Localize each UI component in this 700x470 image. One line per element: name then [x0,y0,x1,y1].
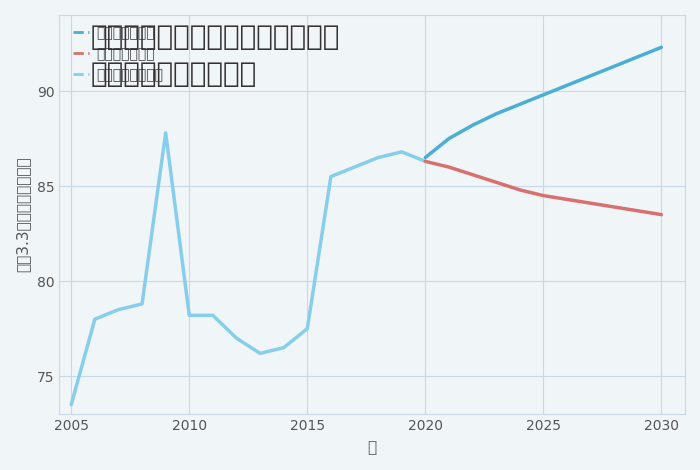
バッドシナリオ [468,172,477,178]
バッドシナリオ [610,204,618,210]
ノーマルシナリオ [90,316,99,322]
ノーマルシナリオ [67,402,76,407]
ノーマルシナリオ [327,174,335,180]
Line: ノーマルシナリオ: ノーマルシナリオ [71,133,426,405]
ノーマルシナリオ [350,164,358,170]
グッドシナリオ [468,122,477,128]
バッドシナリオ [421,158,430,164]
グッドシナリオ [516,102,524,107]
ノーマルシナリオ [232,335,241,341]
ノーマルシナリオ [162,130,170,136]
バッドシナリオ [539,193,547,198]
バッドシナリオ [516,187,524,193]
グッドシナリオ [657,45,666,50]
X-axis label: 年: 年 [368,440,377,455]
グッドシナリオ [444,136,453,141]
ノーマルシナリオ [114,307,122,313]
グッドシナリオ [563,83,571,88]
グッドシナリオ [610,63,618,69]
ノーマルシナリオ [279,345,288,351]
バッドシナリオ [587,200,595,206]
グッドシナリオ [634,54,642,60]
バッドシナリオ [492,180,500,185]
グッドシナリオ [492,111,500,117]
バッドシナリオ [634,208,642,214]
ノーマルシナリオ [398,149,406,155]
ノーマルシナリオ [256,351,265,356]
ノーマルシナリオ [421,158,430,164]
Line: バッドシナリオ: バッドシナリオ [426,161,662,215]
Line: グッドシナリオ: グッドシナリオ [426,47,662,157]
Y-axis label: 坪（3.3㎡）単価（万円）: 坪（3.3㎡）単価（万円） [15,157,30,273]
ノーマルシナリオ [138,301,146,307]
ノーマルシナリオ [374,155,382,160]
バッドシナリオ [563,196,571,202]
ノーマルシナリオ [303,326,312,331]
ノーマルシナリオ [209,313,217,318]
グッドシナリオ [421,155,430,160]
グッドシナリオ [587,73,595,78]
バッドシナリオ [444,164,453,170]
ノーマルシナリオ [185,313,193,318]
グッドシナリオ [539,92,547,98]
Legend: グッドシナリオ, バッドシナリオ, ノーマルシナリオ: グッドシナリオ, バッドシナリオ, ノーマルシナリオ [73,26,163,82]
バッドシナリオ [657,212,666,218]
Text: 愛知県清須市西枇杷島町西六軒の
中古戸建ての価格推移: 愛知県清須市西枇杷島町西六軒の 中古戸建ての価格推移 [91,24,340,88]
